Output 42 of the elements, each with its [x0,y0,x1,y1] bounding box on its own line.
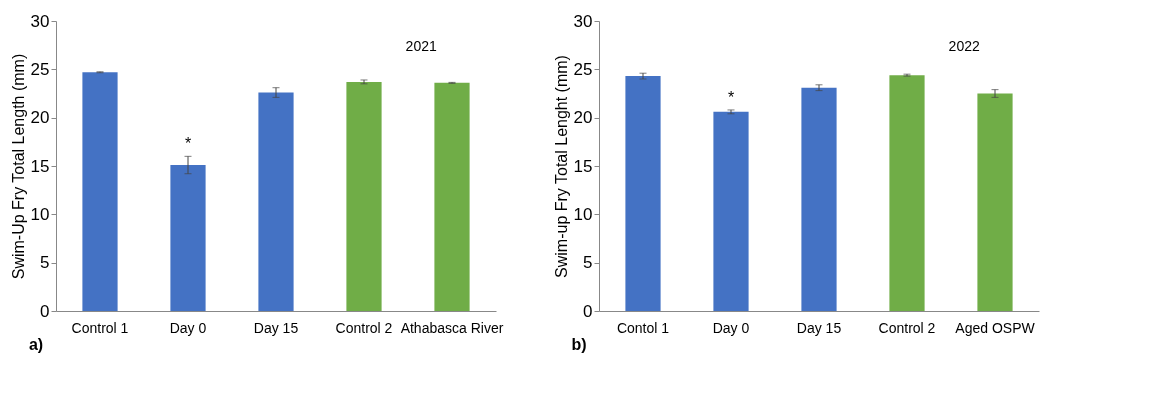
x-tick-label: Aged OSPW [955,319,1036,336]
bar [346,81,382,311]
annotation: 2021 [405,38,437,55]
y-axis-title: Swim-Up Fry Total Length (mm) [9,53,27,280]
annotation: * [184,135,192,153]
annotation: * [727,88,735,106]
x-tick-label: Control 2 [335,319,393,336]
bar [625,76,661,311]
bar [713,111,749,311]
y-tick-label: 0 [40,301,50,321]
x-tick-label: Athabasca River [400,319,504,336]
bar [889,75,925,311]
x-tick-label: Day 0 [169,319,207,336]
bar [82,72,118,311]
text: a) [28,336,44,353]
y-tick-label: 30 [30,11,50,31]
y-tick-label: 30 [573,11,593,31]
y-tick-label: 5 [583,253,593,273]
y-tick-label: 10 [573,204,593,224]
text: b) [571,336,587,353]
y-tick-label: 25 [30,59,50,79]
y-tick-label: 25 [573,59,593,79]
y-tick-label: 15 [30,156,50,176]
y-tick-label: 0 [583,301,593,321]
y-tick-label: 5 [40,253,50,273]
y-axis-title: Swim-up Fry Total Lenght (mm) [552,55,570,278]
y-tick-label: 15 [573,156,593,176]
x-tick-label: Day 15 [796,319,842,336]
bar [801,87,837,311]
x-tick-label: Contol 1 [616,319,670,336]
x-tick-label: Control 1 [71,319,129,336]
x-tick-label: Control 2 [878,319,936,336]
x-tick-label: Day 0 [712,319,750,336]
bar [170,165,206,311]
x-tick-label: Day 15 [253,319,299,336]
y-tick-label: 20 [573,108,593,128]
bar [977,93,1013,311]
y-tick-label: 10 [30,204,50,224]
y-tick-label: 20 [30,108,50,128]
bar [434,82,470,311]
bar [258,92,294,311]
annotation: 2022 [948,38,980,55]
